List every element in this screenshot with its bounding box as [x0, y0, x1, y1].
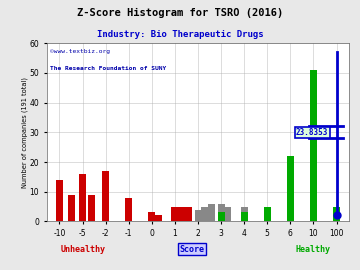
- Text: Industry: Bio Therapeutic Drugs: Industry: Bio Therapeutic Drugs: [97, 30, 263, 39]
- Bar: [333, 207, 340, 221]
- Bar: [56, 180, 63, 221]
- Bar: [218, 210, 225, 221]
- Bar: [264, 207, 271, 221]
- Bar: [241, 212, 248, 221]
- Text: Unhealthy: Unhealthy: [60, 245, 105, 254]
- Bar: [68, 195, 75, 221]
- Text: 23.8353: 23.8353: [296, 128, 328, 137]
- Text: Healthy: Healthy: [296, 245, 330, 254]
- Bar: [155, 215, 162, 221]
- Text: The Research Foundation of SUNY: The Research Foundation of SUNY: [50, 66, 166, 71]
- Bar: [171, 207, 178, 221]
- Bar: [102, 171, 109, 221]
- Bar: [79, 174, 86, 221]
- Bar: [194, 212, 202, 221]
- Bar: [208, 204, 215, 221]
- Bar: [310, 70, 317, 221]
- Bar: [287, 156, 294, 221]
- Bar: [148, 212, 155, 221]
- Text: Score: Score: [179, 245, 204, 254]
- Bar: [241, 207, 248, 221]
- Y-axis label: Number of companies (191 total): Number of companies (191 total): [22, 77, 28, 188]
- Bar: [194, 210, 202, 221]
- Bar: [225, 207, 231, 221]
- Bar: [225, 212, 231, 221]
- Bar: [178, 207, 185, 221]
- Bar: [264, 212, 271, 221]
- Text: ©www.textbiz.org: ©www.textbiz.org: [50, 49, 110, 53]
- Bar: [88, 195, 95, 221]
- Bar: [125, 198, 132, 221]
- Bar: [202, 212, 208, 221]
- Bar: [202, 207, 208, 221]
- Bar: [218, 212, 225, 221]
- Text: Z-Score Histogram for TSRO (2016): Z-Score Histogram for TSRO (2016): [77, 8, 283, 18]
- Bar: [185, 207, 192, 221]
- Bar: [241, 212, 248, 221]
- Bar: [218, 204, 225, 221]
